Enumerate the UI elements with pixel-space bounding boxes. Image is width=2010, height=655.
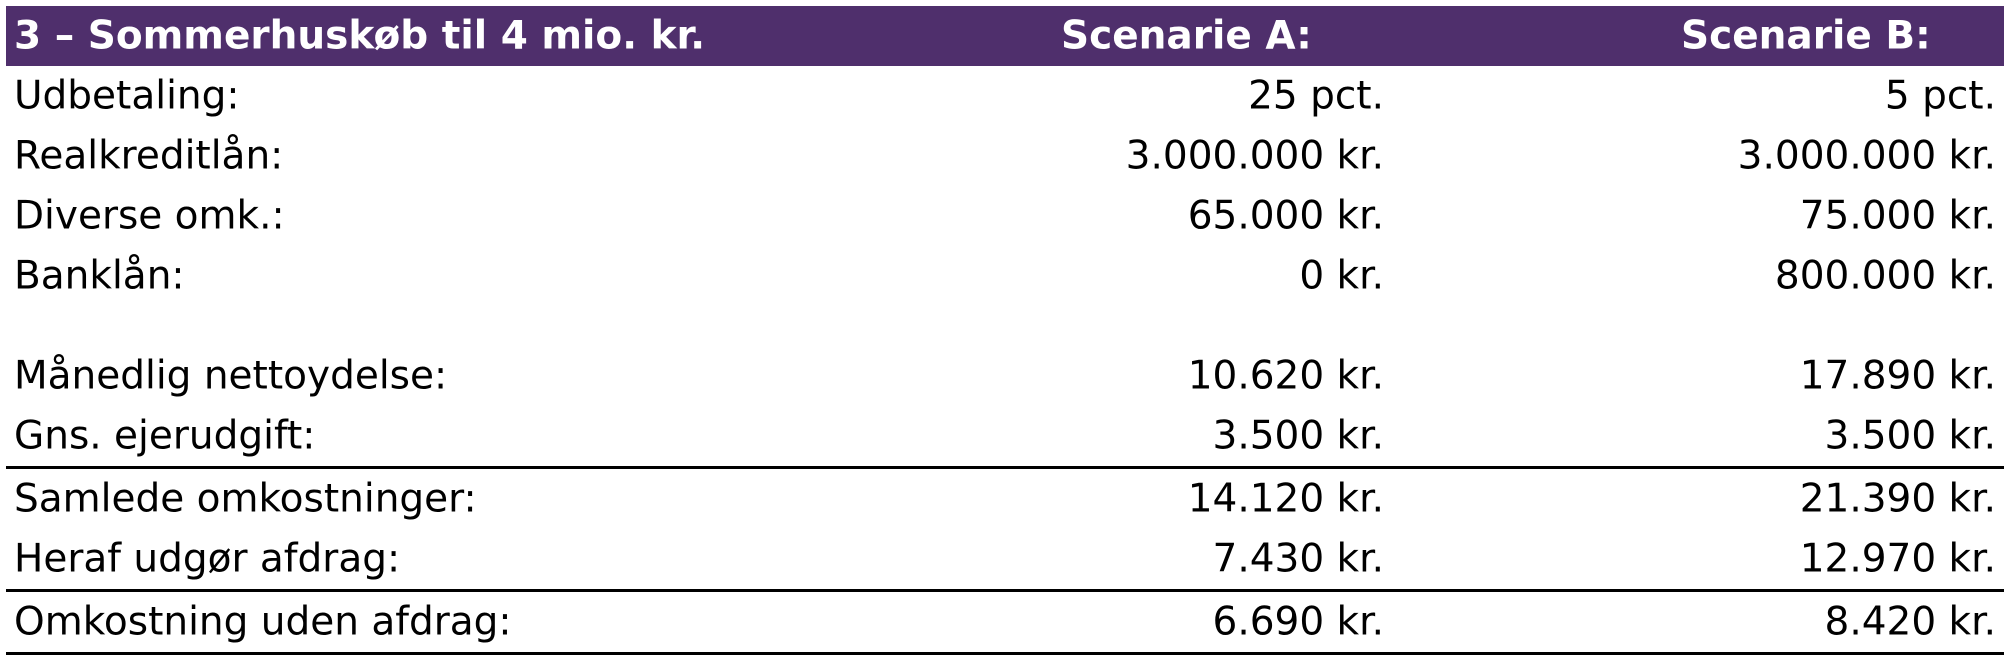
row-omkostning-uden-afdrag: Omkostning uden afdrag: 6.690 kr. 8.420 … — [6, 589, 2004, 655]
scenario-a-header: Scenarie A: — [1061, 13, 1312, 59]
scenario-b-value: 8.420 kr. — [1824, 599, 1996, 645]
scenario-b-value: 21.390 kr. — [1799, 476, 1996, 522]
scenario-b-value: 3.000.000 kr. — [1737, 133, 1996, 179]
scenario-a-value: 0 kr. — [1299, 253, 1384, 299]
row-banklaan: Banklån: 0 kr. 800.000 kr. — [6, 246, 2004, 306]
scenario-a-value: 3.000.000 kr. — [1125, 133, 1384, 179]
row-label: Heraf udgør afdrag: — [14, 536, 401, 582]
scenario-a-value: 25 pct. — [1248, 73, 1384, 119]
scenario-a-value: 10.620 kr. — [1187, 353, 1384, 399]
scenario-a-value: 65.000 kr. — [1187, 193, 1384, 239]
row-label: Gns. ejerudgift: — [14, 413, 316, 459]
scenario-b-value: 5 pct. — [1884, 73, 1996, 119]
scenario-a-value: 7.430 kr. — [1212, 536, 1384, 582]
row-diverse-omk: Diverse omk.: 65.000 kr. 75.000 kr. — [6, 186, 2004, 246]
row-label: Realkreditlån: — [14, 133, 284, 179]
scenario-b-value: 75.000 kr. — [1799, 193, 1996, 239]
row-label: Månedlig nettoydelse: — [14, 353, 448, 399]
scenario-b-value: 3.500 kr. — [1824, 413, 1996, 459]
scenario-a-value: 14.120 kr. — [1187, 476, 1384, 522]
row-maanedlig-nettoydelse: Månedlig nettoydelse: 10.620 kr. 17.890 … — [6, 346, 2004, 406]
row-label: Banklån: — [14, 253, 185, 299]
table-title: 3 – Sommerhuskøb til 4 mio. kr. — [14, 13, 706, 59]
scenario-a-value: 3.500 kr. — [1212, 413, 1384, 459]
scenario-b-value: 12.970 kr. — [1799, 536, 1996, 582]
scenario-b-header: Scenarie B: — [1681, 13, 1931, 59]
scenario-b-value: 800.000 kr. — [1774, 253, 1996, 299]
table-header: 3 – Sommerhuskøb til 4 mio. kr. Scenarie… — [6, 6, 2004, 66]
row-spacer — [6, 306, 2004, 346]
row-gns-ejerudgift: Gns. ejerudgift: 3.500 kr. 3.500 kr. — [6, 406, 2004, 466]
row-samlede-omkostninger: Samlede omkostninger: 14.120 kr. 21.390 … — [6, 466, 2004, 529]
row-label: Samlede omkostninger: — [14, 476, 477, 522]
row-realkreditlaan: Realkreditlån: 3.000.000 kr. 3.000.000 k… — [6, 126, 2004, 186]
comparison-table: 3 – Sommerhuskøb til 4 mio. kr. Scenarie… — [6, 6, 2004, 655]
row-label: Udbetaling: — [14, 73, 240, 119]
row-label: Omkostning uden afdrag: — [14, 599, 512, 645]
row-label: Diverse omk.: — [14, 193, 285, 239]
row-heraf-afdrag: Heraf udgør afdrag: 7.430 kr. 12.970 kr. — [6, 529, 2004, 589]
scenario-a-value: 6.690 kr. — [1212, 599, 1384, 645]
scenario-b-value: 17.890 kr. — [1799, 353, 1996, 399]
row-udbetaling: Udbetaling: 25 pct. 5 pct. — [6, 66, 2004, 126]
